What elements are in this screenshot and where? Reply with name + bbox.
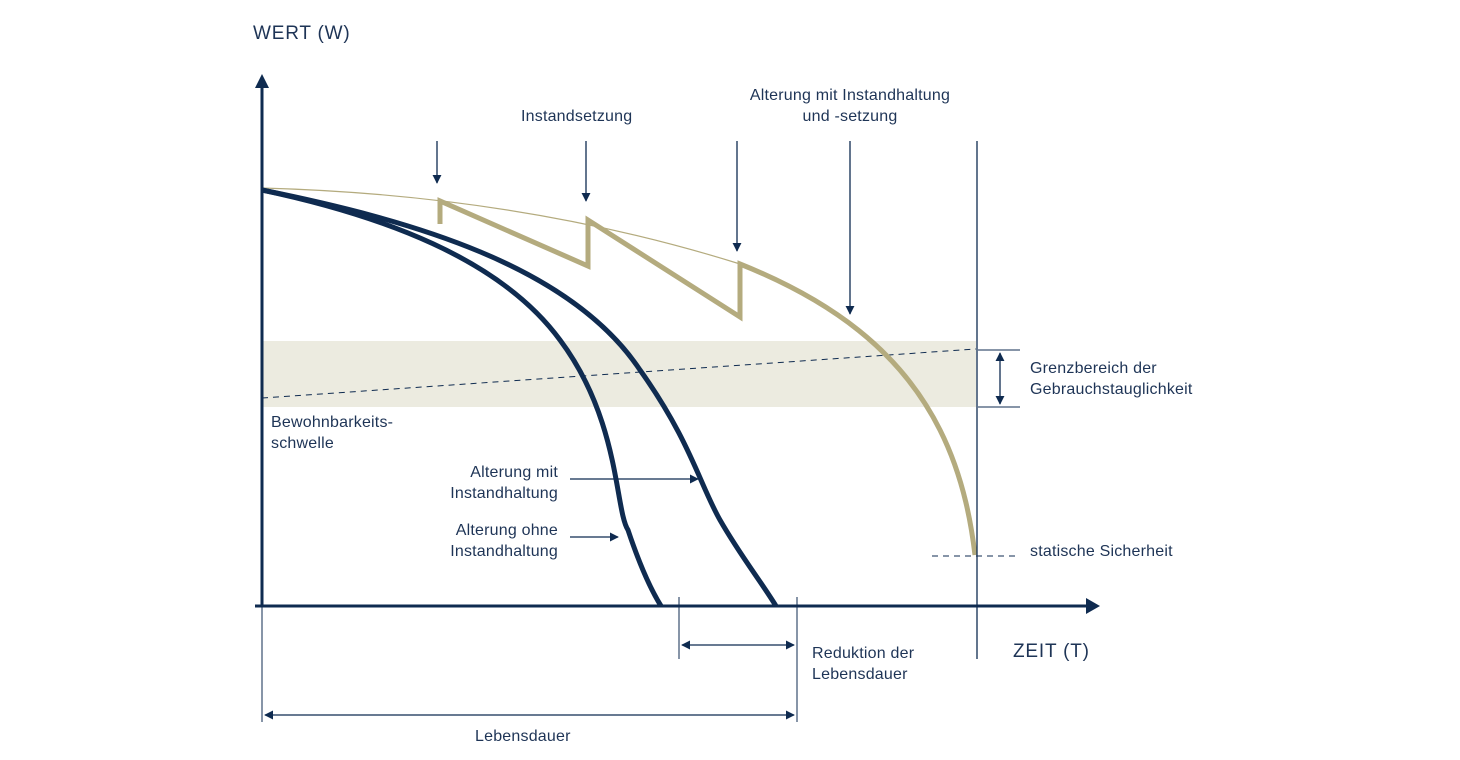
label-line: Alterung mit bbox=[470, 464, 558, 481]
aging-with-maintenance-and-repair-label: Alterung mit Instandhaltung und -setzung bbox=[726, 85, 974, 127]
curve-without-maintenance bbox=[261, 187, 664, 608]
label-line: Grenzbereich der bbox=[1030, 360, 1157, 377]
lifespan-label: Lebensdauer bbox=[475, 728, 571, 745]
curve-with-maintenance bbox=[261, 187, 779, 608]
lifespan-reduction-label: Reduktion der Lebensdauer bbox=[812, 643, 914, 685]
label-line: Instandhaltung bbox=[450, 485, 558, 502]
y-axis-title: WERT (W) bbox=[253, 23, 351, 44]
label-line: Gebrauchstauglichkeit bbox=[1030, 381, 1193, 398]
usability-limit-label: Grenzbereich der Gebrauchstauglichkeit bbox=[1030, 358, 1193, 400]
habitability-threshold-label: Bewohnbarkeits- schwelle bbox=[271, 412, 393, 454]
aging-without-maintenance-label: Alterung ohne Instandhaltung bbox=[398, 520, 558, 562]
label-line: Alterung ohne bbox=[455, 522, 558, 539]
envelope-curve bbox=[261, 187, 741, 265]
static-safety-label: statische Sicherheit bbox=[1030, 543, 1173, 560]
y-axis-arrow bbox=[255, 74, 269, 88]
label-line: Lebensdauer bbox=[812, 666, 908, 683]
x-axis-title: ZEIT (T) bbox=[1013, 641, 1090, 662]
label-line: und -setzung bbox=[802, 108, 898, 125]
curve-with-maintenance-and-repair bbox=[437, 197, 978, 556]
label-line: schwelle bbox=[271, 435, 334, 452]
aging-with-maintenance-label: Alterung mit Instandhaltung bbox=[398, 462, 558, 504]
label-line: Reduktion der bbox=[812, 645, 915, 662]
label-line: Instandhaltung bbox=[450, 543, 558, 560]
x-axis-arrow bbox=[1086, 598, 1100, 614]
habitability-threshold-line bbox=[261, 348, 977, 399]
instandsetzung-label: Instandsetzung bbox=[521, 108, 633, 125]
label-line: Alterung mit Instandhaltung bbox=[749, 87, 951, 104]
label-line: Bewohnbarkeits- bbox=[271, 414, 394, 431]
